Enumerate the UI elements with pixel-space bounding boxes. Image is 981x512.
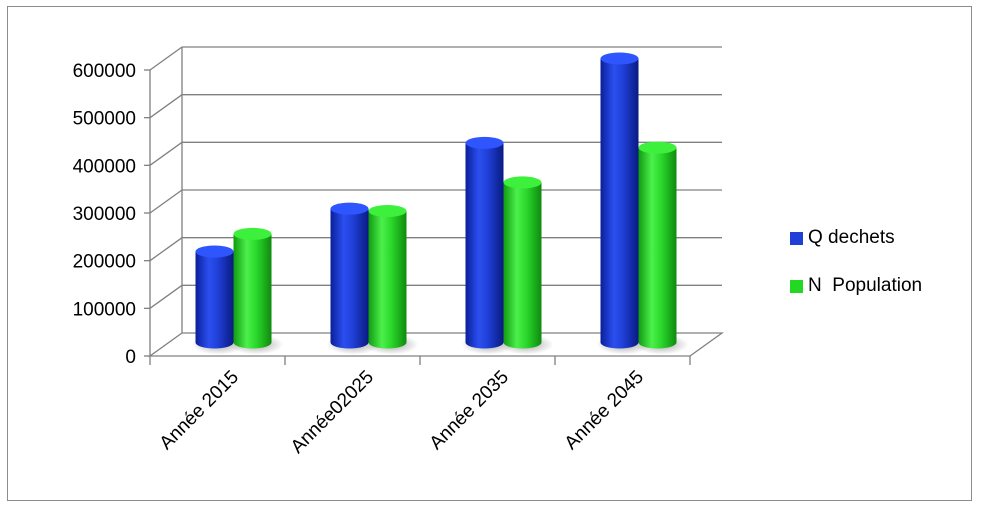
y-tick-label: 300000	[73, 204, 136, 225]
bar-n-population-3	[634, 141, 689, 355]
floor	[147, 332, 725, 357]
y-tick-label: 100000	[73, 299, 136, 320]
bars	[191, 52, 689, 355]
bar-q-dechets-0	[191, 245, 246, 355]
bar-q-dechets-3	[596, 52, 651, 355]
legend-swatch-blue	[790, 231, 803, 245]
gridline-depth	[149, 284, 183, 309]
y-tick-label: 500000	[73, 109, 136, 130]
bar-n-population-2	[499, 176, 554, 355]
legend-item-n-population: N Population	[790, 274, 975, 298]
gridline-depth	[149, 46, 183, 71]
legend-item-q-dechets: Q dechets	[790, 226, 975, 250]
y-tick-label: 600000	[73, 61, 136, 82]
bar-q-dechets-1	[326, 202, 381, 355]
axes	[144, 47, 725, 365]
y-tick-label: 0	[125, 347, 136, 368]
y-axis-ticks: 0 100000 200000 300000 400000 500000 600000	[73, 61, 136, 368]
x-tick-label: Année 2015	[156, 367, 243, 454]
bar-n-population-0	[229, 227, 284, 355]
gridline-depth	[149, 237, 183, 262]
legend-swatch-green	[790, 279, 803, 293]
legend-label-n-population: N Population	[808, 275, 923, 296]
bar-q-dechets-2	[461, 136, 516, 355]
x-tick-label: Année02025	[287, 367, 378, 458]
gridline-depth	[149, 141, 183, 166]
y-tick-label: 400000	[73, 156, 136, 177]
x-tick-label: Année 2035	[426, 367, 513, 454]
bar-n-population-1	[364, 205, 419, 355]
legend: Q dechets N Population	[790, 226, 975, 322]
y-tick-label: 200000	[73, 252, 136, 273]
legend-label-q-dechets: Q dechets	[808, 227, 895, 248]
x-axis-ticks: Année 2015 Année02025 Année 2035 Année 2045	[156, 367, 648, 458]
gridline-depth	[149, 189, 183, 214]
x-tick-label: Année 2045	[561, 367, 648, 454]
gridline-depth	[149, 94, 183, 119]
